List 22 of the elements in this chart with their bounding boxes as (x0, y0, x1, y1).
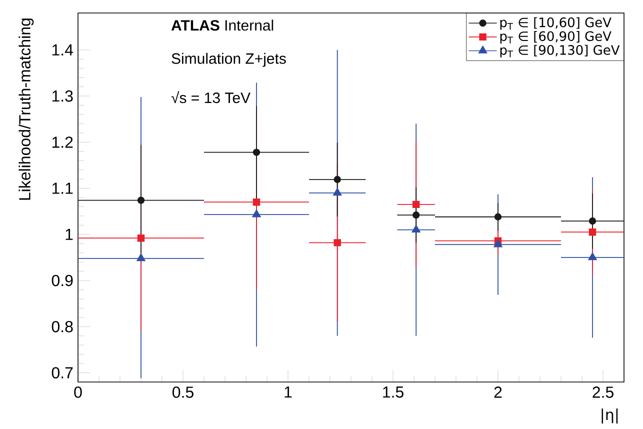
x-tick-label: 1.5 (383, 386, 404, 398)
y-tick-label: 1.1 (52, 182, 73, 194)
y-tick-label: 0.9 (52, 274, 73, 286)
y-tick-label: 1.3 (52, 90, 73, 102)
y-tick-label: 0.7 (52, 367, 73, 378)
x-tick-label: 1 (284, 386, 292, 398)
legend-label: p$_{T}$ ∈ [90,130] GeV (500, 44, 620, 58)
y-axis-title: Likelihood/Truth-matching (18, 18, 34, 200)
legend-label: p$_{T}$ ∈ [10,60] GeV (500, 17, 612, 30)
annotation: ATLAS Internal (171, 20, 274, 31)
x-tick-label: 0.5 (172, 386, 194, 398)
y-tick-label: 1.4 (52, 44, 74, 56)
x-tick-label: 2.5 (592, 386, 614, 398)
x-axis-title: |η| (602, 408, 618, 424)
y-tick-label: 1.2 (52, 136, 73, 148)
legend-label: p$_{T}$ ∈ [60,90] GeV (500, 31, 612, 44)
y-tick-label: 0.8 (52, 320, 73, 332)
x-tick-label: 2 (494, 386, 502, 398)
annotation: √s = 13 TeV (171, 91, 250, 104)
x-tick-label: 0 (74, 386, 82, 398)
y-tick-label: 1 (66, 228, 73, 240)
annotation: Simulation Z+jets (172, 52, 286, 67)
